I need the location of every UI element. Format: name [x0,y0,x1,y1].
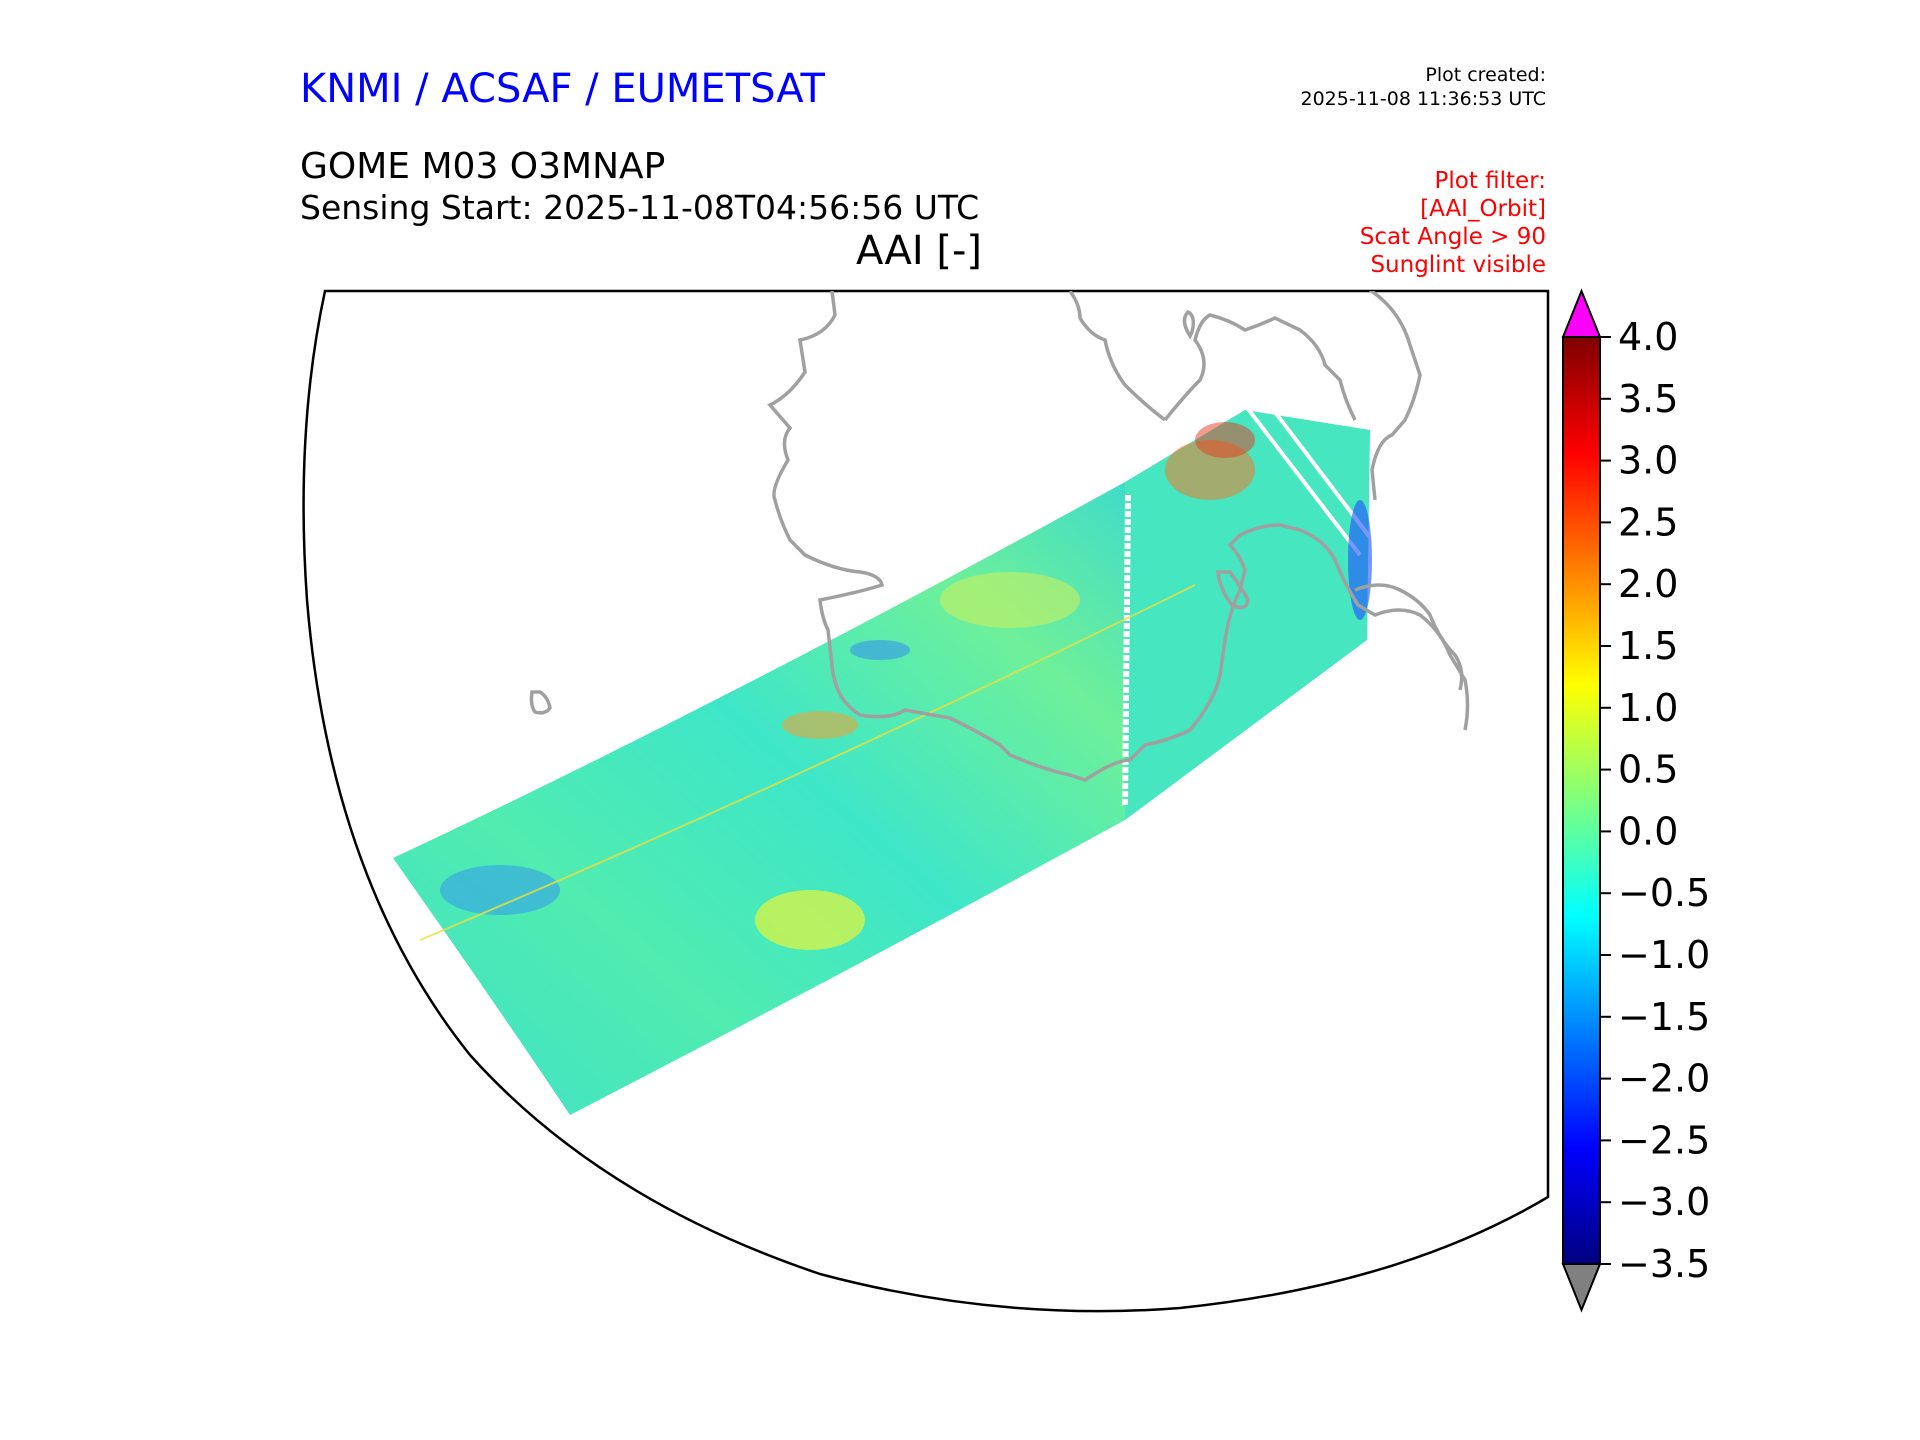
coastline [1354,583,1464,691]
colorbar-extend-max [1561,288,1602,338]
island-coastline [529,690,552,715]
plot-created-value: 2025-11-08 11:36:53 UTC [1300,88,1547,110]
swath-gap [1122,494,1131,806]
swath-track-line [419,584,1196,941]
colorbar-tick-label: −1.5 [1618,995,1710,1039]
colorbar: 4.0 3.5 3.0 2.5 2.0 1.5 1.0 0.5 0.0 −0.5 −1.0 −1.5 −… [1561,288,1710,1313]
colorbar-extend-min [1561,1263,1602,1313]
colorbar-tick-label: 3.0 [1618,439,1678,483]
coastline [1369,291,1422,501]
plot-filter-line: [AAI_Orbit] [1420,196,1546,222]
swath-low-aai [440,865,560,915]
plot-created-label: Plot created: [1425,64,1546,86]
swath-low-aai [850,640,910,660]
colorbar-tick-label: −3.0 [1618,1180,1710,1224]
colorbar-ticks: 4.0 3.5 3.0 2.5 2.0 1.5 1.0 0.5 0.0 −0.5 −1.0 −1.5 −… [1600,315,1710,1286]
island-coastline [1216,570,1250,610]
colorbar-tick-label: 4.0 [1618,315,1678,359]
plot-filter-line: Scat Angle > 90 [1359,224,1546,250]
coastline [767,291,1470,782]
colorbar-tick-label: −3.5 [1618,1242,1710,1286]
swath-high-aai [755,890,865,950]
coastline [1163,313,1357,422]
colorbar-body [1562,336,1601,1265]
organization-title: KNMI / ACSAF / EUMETSAT [300,66,825,112]
colorbar-tick-label: −1.0 [1618,933,1710,977]
colorbar-tick-label: 3.5 [1618,377,1678,421]
colorbar-tick-label: −2.5 [1618,1118,1710,1162]
aai-swath-north [1125,410,1370,820]
coastline [1068,291,1167,422]
colorbar-tick-label: 0.0 [1618,809,1678,853]
plot-filter-line: Plot filter: [1434,168,1546,194]
colorbar-tick-label: 1.0 [1618,686,1678,730]
colorbar-tick-label: −0.5 [1618,871,1710,915]
colorbar-tick-label: −2.0 [1618,1057,1710,1101]
plot-filter-line: Sunglint visible [1370,252,1546,278]
product-title: GOME M03 O3MNAP [300,146,666,187]
swath-high-aai [940,572,1080,628]
quantity-label: AAI [-] [856,228,982,274]
swath-gap [1243,403,1362,557]
island-coastline [1182,309,1196,340]
colorbar-tick-label: 1.5 [1618,624,1678,668]
swath-low-aai [1348,500,1372,620]
colorbar-tick-label: 2.5 [1618,500,1678,544]
colorbar-tick-label: 0.5 [1618,748,1678,792]
swath-high-aai [1195,422,1255,458]
aai-swath [393,482,1125,1115]
swath-high-aai [782,711,858,739]
sensing-start: Sensing Start: 2025-11-08T04:56:56 UTC [300,188,980,227]
colorbar-tick-label: 2.0 [1618,562,1678,606]
